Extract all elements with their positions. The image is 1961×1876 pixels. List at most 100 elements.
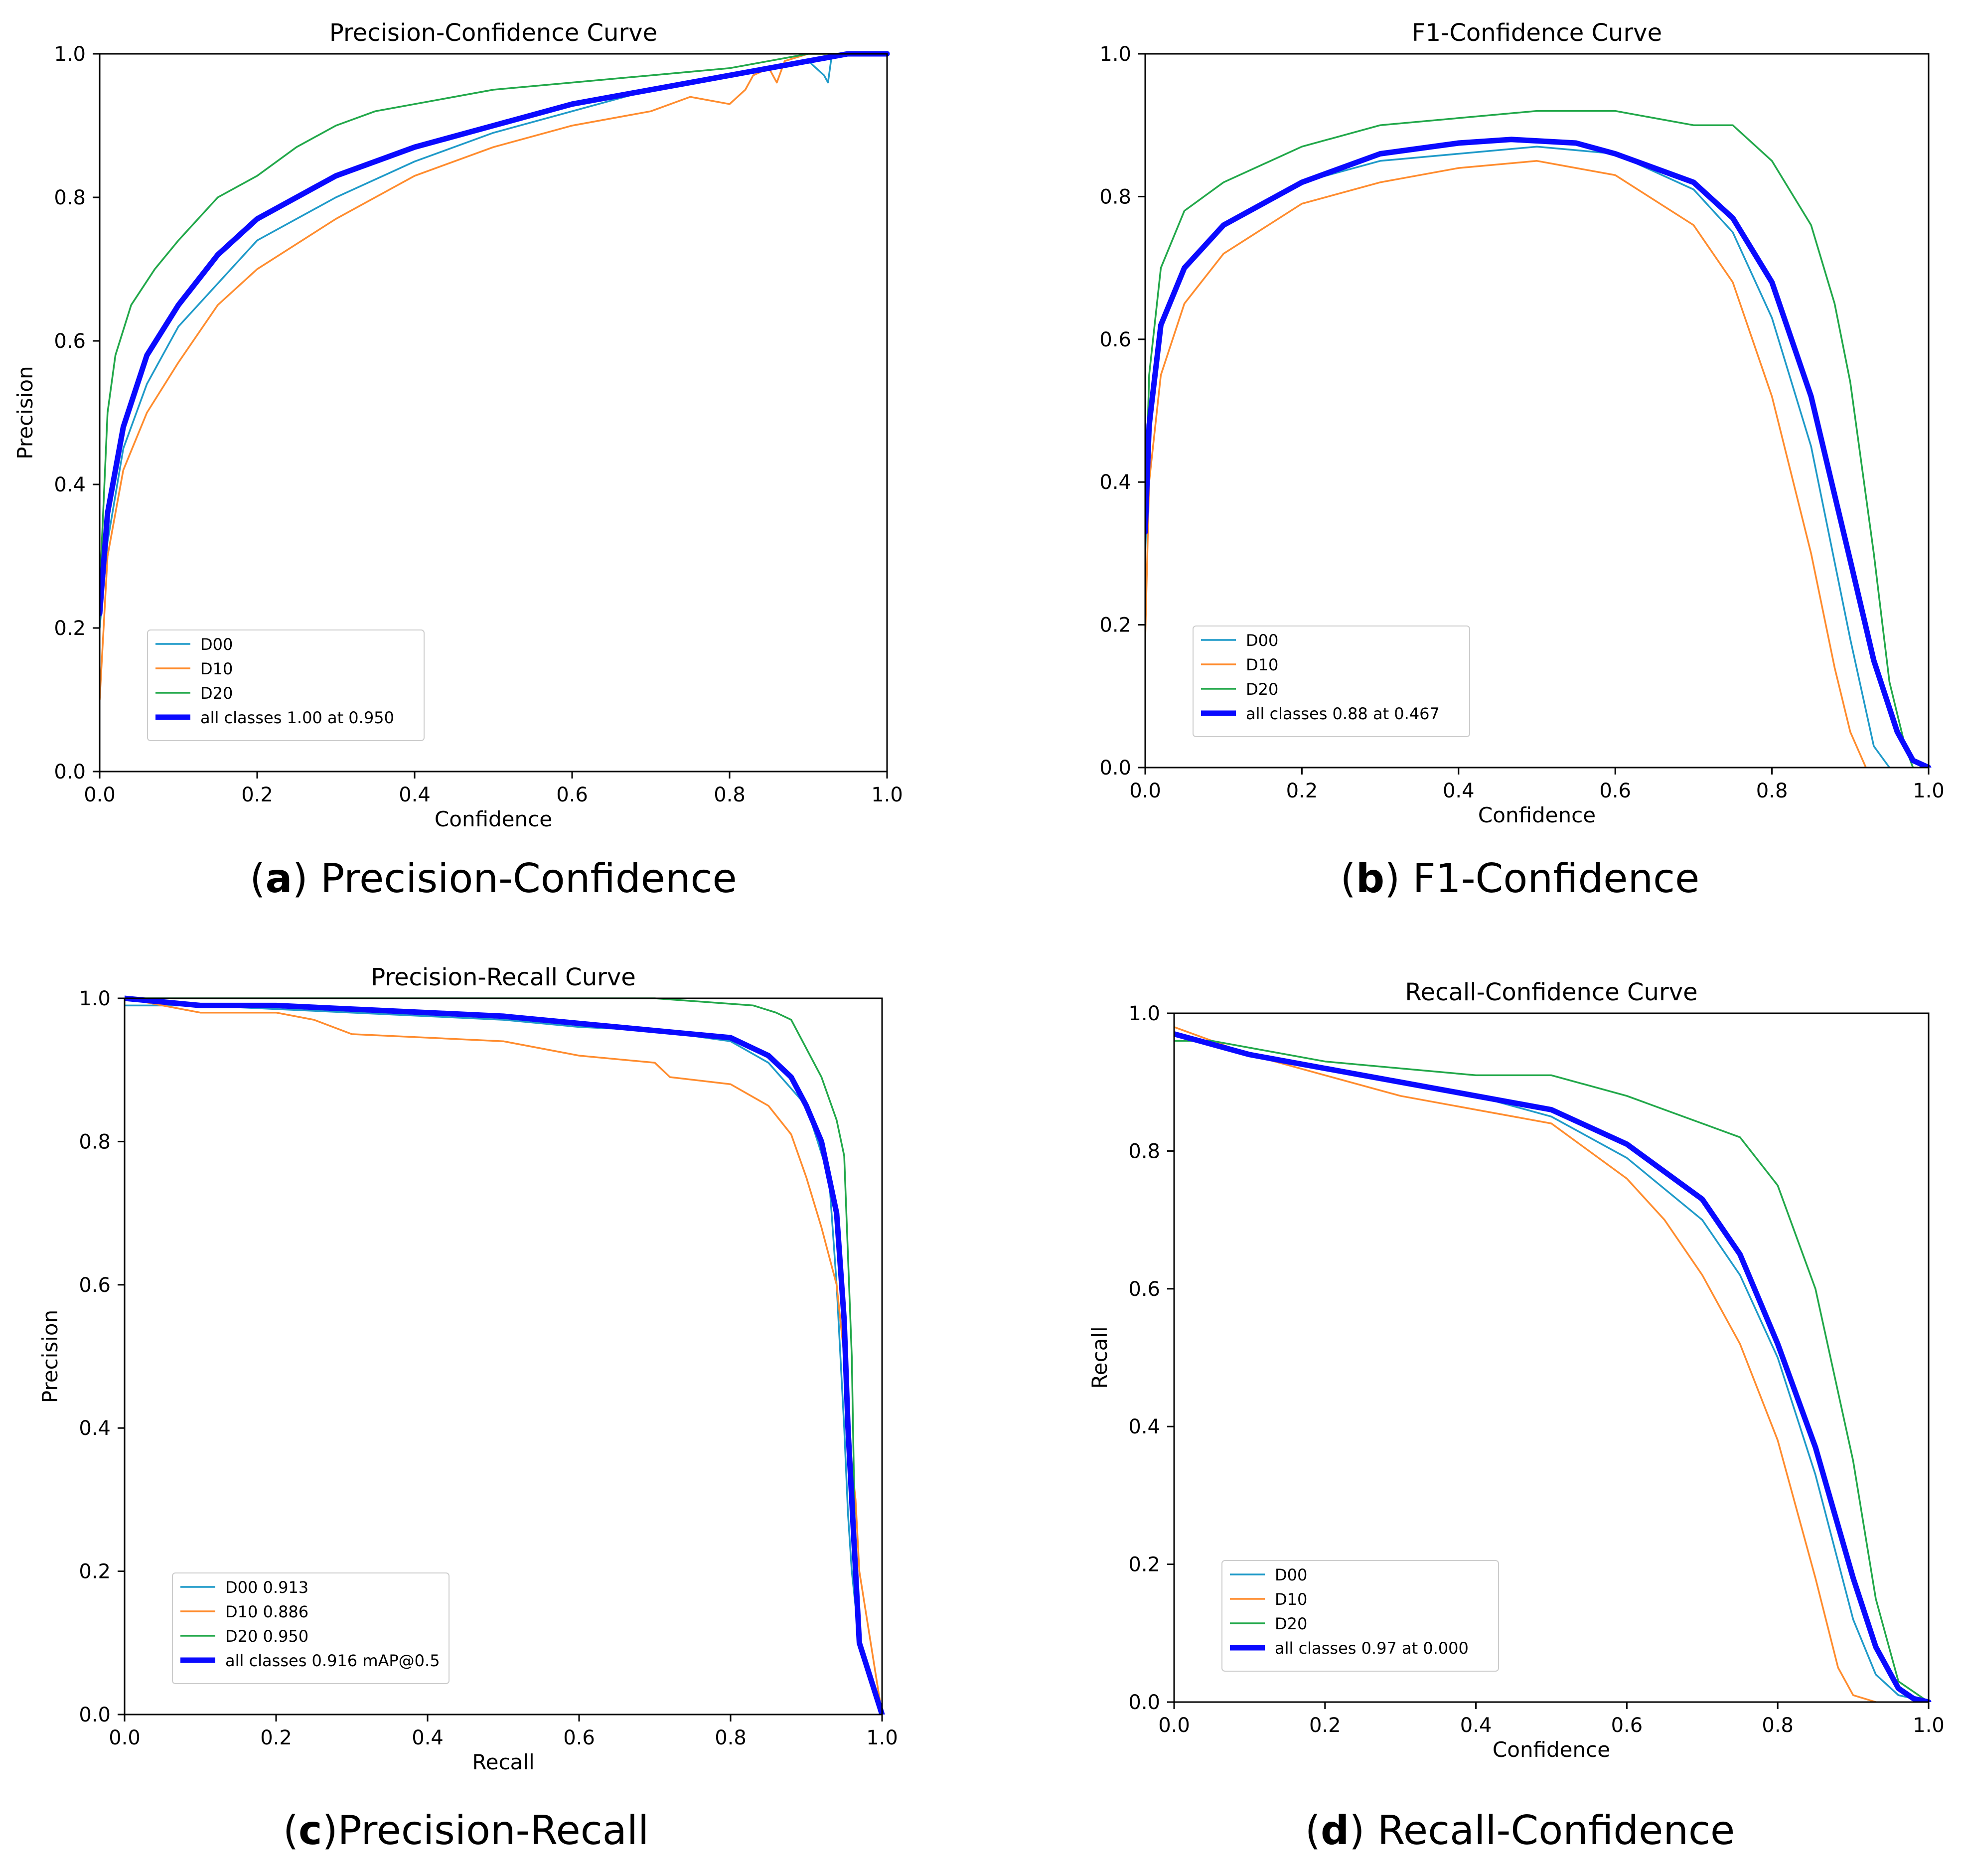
caption-open-paren: ( — [1341, 855, 1356, 902]
caption-open-paren: ( — [1305, 1807, 1321, 1854]
x-tick-label: 1.0 — [1913, 1714, 1945, 1737]
x-tick-label: 0.6 — [1599, 780, 1631, 802]
legend-box — [1221, 1560, 1499, 1672]
y-tick-label: 0.4 — [79, 1417, 111, 1440]
series-line-d20 — [100, 53, 888, 593]
chart-title: Recall-Confidence Curve — [1405, 978, 1697, 1006]
caption-text: F1-Confidence — [1400, 855, 1699, 902]
caption-letter: a — [265, 855, 292, 902]
series-line-d20 — [1174, 1040, 1930, 1702]
legend: D00 D10 D20 all classes 0.88 at 0.467 — [1193, 625, 1470, 737]
legend-label-d20: D20 — [1275, 1614, 1307, 1633]
x-tick-label: 0.6 — [1611, 1714, 1643, 1737]
legend-label-all: all classes 0.97 at 0.000 — [1275, 1639, 1469, 1658]
caption-text: Recall-Confidence — [1364, 1807, 1735, 1854]
y-tick-label: 0.0 — [54, 761, 86, 783]
x-tick-label: 0.8 — [1762, 1714, 1794, 1737]
y-tick-label: 1.0 — [79, 987, 111, 1010]
y-tick-label: 0.0 — [79, 1704, 111, 1726]
series-line-d20 — [1145, 110, 1914, 768]
caption-letter: c — [299, 1807, 322, 1854]
x-tick-label: 0.0 — [84, 783, 116, 806]
legend: D00 D10 D20 all classes 0.97 at 0.000 — [1221, 1560, 1499, 1672]
series-group — [1174, 1026, 1932, 1702]
y-tick-label: 1.0 — [54, 43, 86, 66]
x-tick-label: 0.6 — [556, 783, 588, 806]
y-tick-label: 0.6 — [79, 1274, 111, 1297]
y-axis-label: Precision — [13, 366, 37, 459]
legend: D00 D10 D20 all classes 1.00 at 0.950 — [147, 629, 425, 741]
y-tick-label: 0.4 — [1099, 471, 1131, 494]
series-group — [1145, 110, 1932, 768]
panel-caption: (b) F1-Confidence — [1341, 855, 1700, 902]
y-tick-label: 0.6 — [1099, 328, 1131, 351]
caption-close-paren: ) — [322, 1807, 337, 1854]
legend-label-d20: D20 — [200, 684, 233, 703]
series-line-all — [100, 51, 890, 617]
series-line-d00 — [100, 53, 888, 629]
x-tick-label: 0.8 — [714, 783, 746, 806]
series-line-all — [1145, 137, 1932, 768]
y-tick-label: 0.6 — [54, 330, 86, 353]
legend-box — [172, 1572, 450, 1684]
caption-letter: d — [1321, 1807, 1349, 1854]
caption-close-paren: ) — [1349, 1807, 1364, 1854]
panel-caption: (a) Precision-Confidence — [250, 855, 737, 902]
caption-text: Precision-Recall — [338, 1807, 649, 1854]
caption-letter: b — [1356, 855, 1384, 902]
legend-label-d20: D20 0.950 — [225, 1627, 308, 1646]
legend-label-d10: D10 — [200, 659, 233, 678]
series-line-d00 — [125, 1004, 883, 1715]
panel-c: 0.0 0.2 0.4 0.6 0.8 1.0 0.0 0.2 0.4 0.6 0.8 1.0 Prec… — [38, 963, 898, 1854]
y-tick-label: 0.2 — [79, 1561, 111, 1583]
caption-close-paren: ) — [1384, 855, 1400, 902]
x-tick-label: 1.0 — [866, 1726, 898, 1749]
x-tick-label: 0.8 — [1756, 780, 1788, 802]
legend-label-d00: D00 — [1275, 1565, 1307, 1584]
y-tick-label: 0.4 — [1128, 1415, 1160, 1438]
legend-label-all: all classes 1.00 at 0.950 — [200, 708, 394, 727]
panel-d: 0.0 0.2 0.4 0.6 0.8 1.0 0.0 0.2 0.4 0.6 0.8 1.0 Reca… — [1087, 978, 1945, 1854]
series-group — [100, 51, 890, 701]
panel-caption: (c)Precision-Recall — [283, 1807, 649, 1854]
y-tick-label: 0.6 — [1128, 1278, 1160, 1301]
x-tick-label: 1.0 — [1913, 780, 1945, 802]
y-tick-label: 0.8 — [79, 1130, 111, 1153]
y-tick-label: 0.8 — [1128, 1140, 1160, 1163]
y-tick-label: 0.4 — [54, 473, 86, 496]
legend-label-d10: D10 — [1246, 655, 1278, 674]
caption-close-paren: ) — [292, 855, 307, 902]
y-tick-label: 0.2 — [54, 617, 86, 640]
plot-frame — [99, 53, 888, 773]
y-tick-label: 0.0 — [1099, 757, 1131, 780]
panel-caption: (d) Recall-Confidence — [1305, 1807, 1735, 1854]
x-tick-label: 0.8 — [715, 1726, 747, 1749]
x-tick-label: 0.4 — [412, 1726, 444, 1749]
x-tick-label: 0.0 — [109, 1726, 141, 1749]
y-tick-label: 0.2 — [1099, 614, 1131, 637]
series-line-d10 — [1174, 1026, 1877, 1702]
caption-open-paren: ( — [283, 1807, 299, 1854]
x-tick-label: 0.4 — [1460, 1714, 1492, 1737]
legend-box — [147, 629, 425, 741]
series-line-all — [1174, 1031, 1932, 1702]
x-tick-label: 0.2 — [241, 783, 273, 806]
plot-frame — [1173, 1012, 1930, 1703]
panel-a: 0.0 0.2 0.4 0.6 0.8 1.0 0.0 0.2 0.4 0.6 0.8 1.0 Prec… — [13, 19, 903, 902]
y-tick-label: 0.8 — [1099, 185, 1131, 208]
legend-label-d00: D00 — [1246, 631, 1278, 650]
legend-label-d10: D10 0.886 — [225, 1602, 308, 1621]
y-tick-label: 0.2 — [1128, 1554, 1160, 1576]
y-tick-label: 1.0 — [1128, 1002, 1160, 1025]
caption-open-paren: ( — [250, 855, 265, 902]
x-tick-label: 0.4 — [399, 783, 431, 806]
y-tick-label: 0.8 — [54, 186, 86, 209]
legend-label-d20: D20 — [1246, 680, 1278, 699]
plot-frame — [1144, 53, 1930, 769]
x-tick-label: 0.2 — [260, 1726, 292, 1749]
series-line-d10 — [1145, 160, 1867, 768]
plot-frame — [124, 997, 883, 1716]
y-tick-label: 1.0 — [1099, 43, 1131, 66]
y-axis-label: Recall — [1087, 1326, 1112, 1389]
